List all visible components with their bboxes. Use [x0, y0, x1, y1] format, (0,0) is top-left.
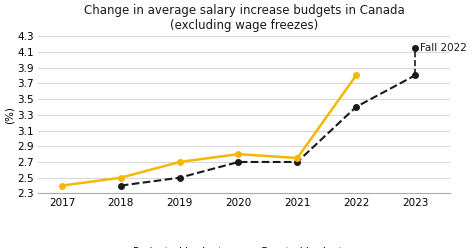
Y-axis label: (%): (%)	[4, 106, 14, 124]
Title: Change in average salary increase budgets in Canada
(excluding wage freezes): Change in average salary increase budget…	[84, 4, 405, 32]
Text: Fall 2022: Fall 2022	[419, 43, 466, 53]
Legend: Projected budget, Granted budget: Projected budget, Granted budget	[100, 243, 347, 248]
